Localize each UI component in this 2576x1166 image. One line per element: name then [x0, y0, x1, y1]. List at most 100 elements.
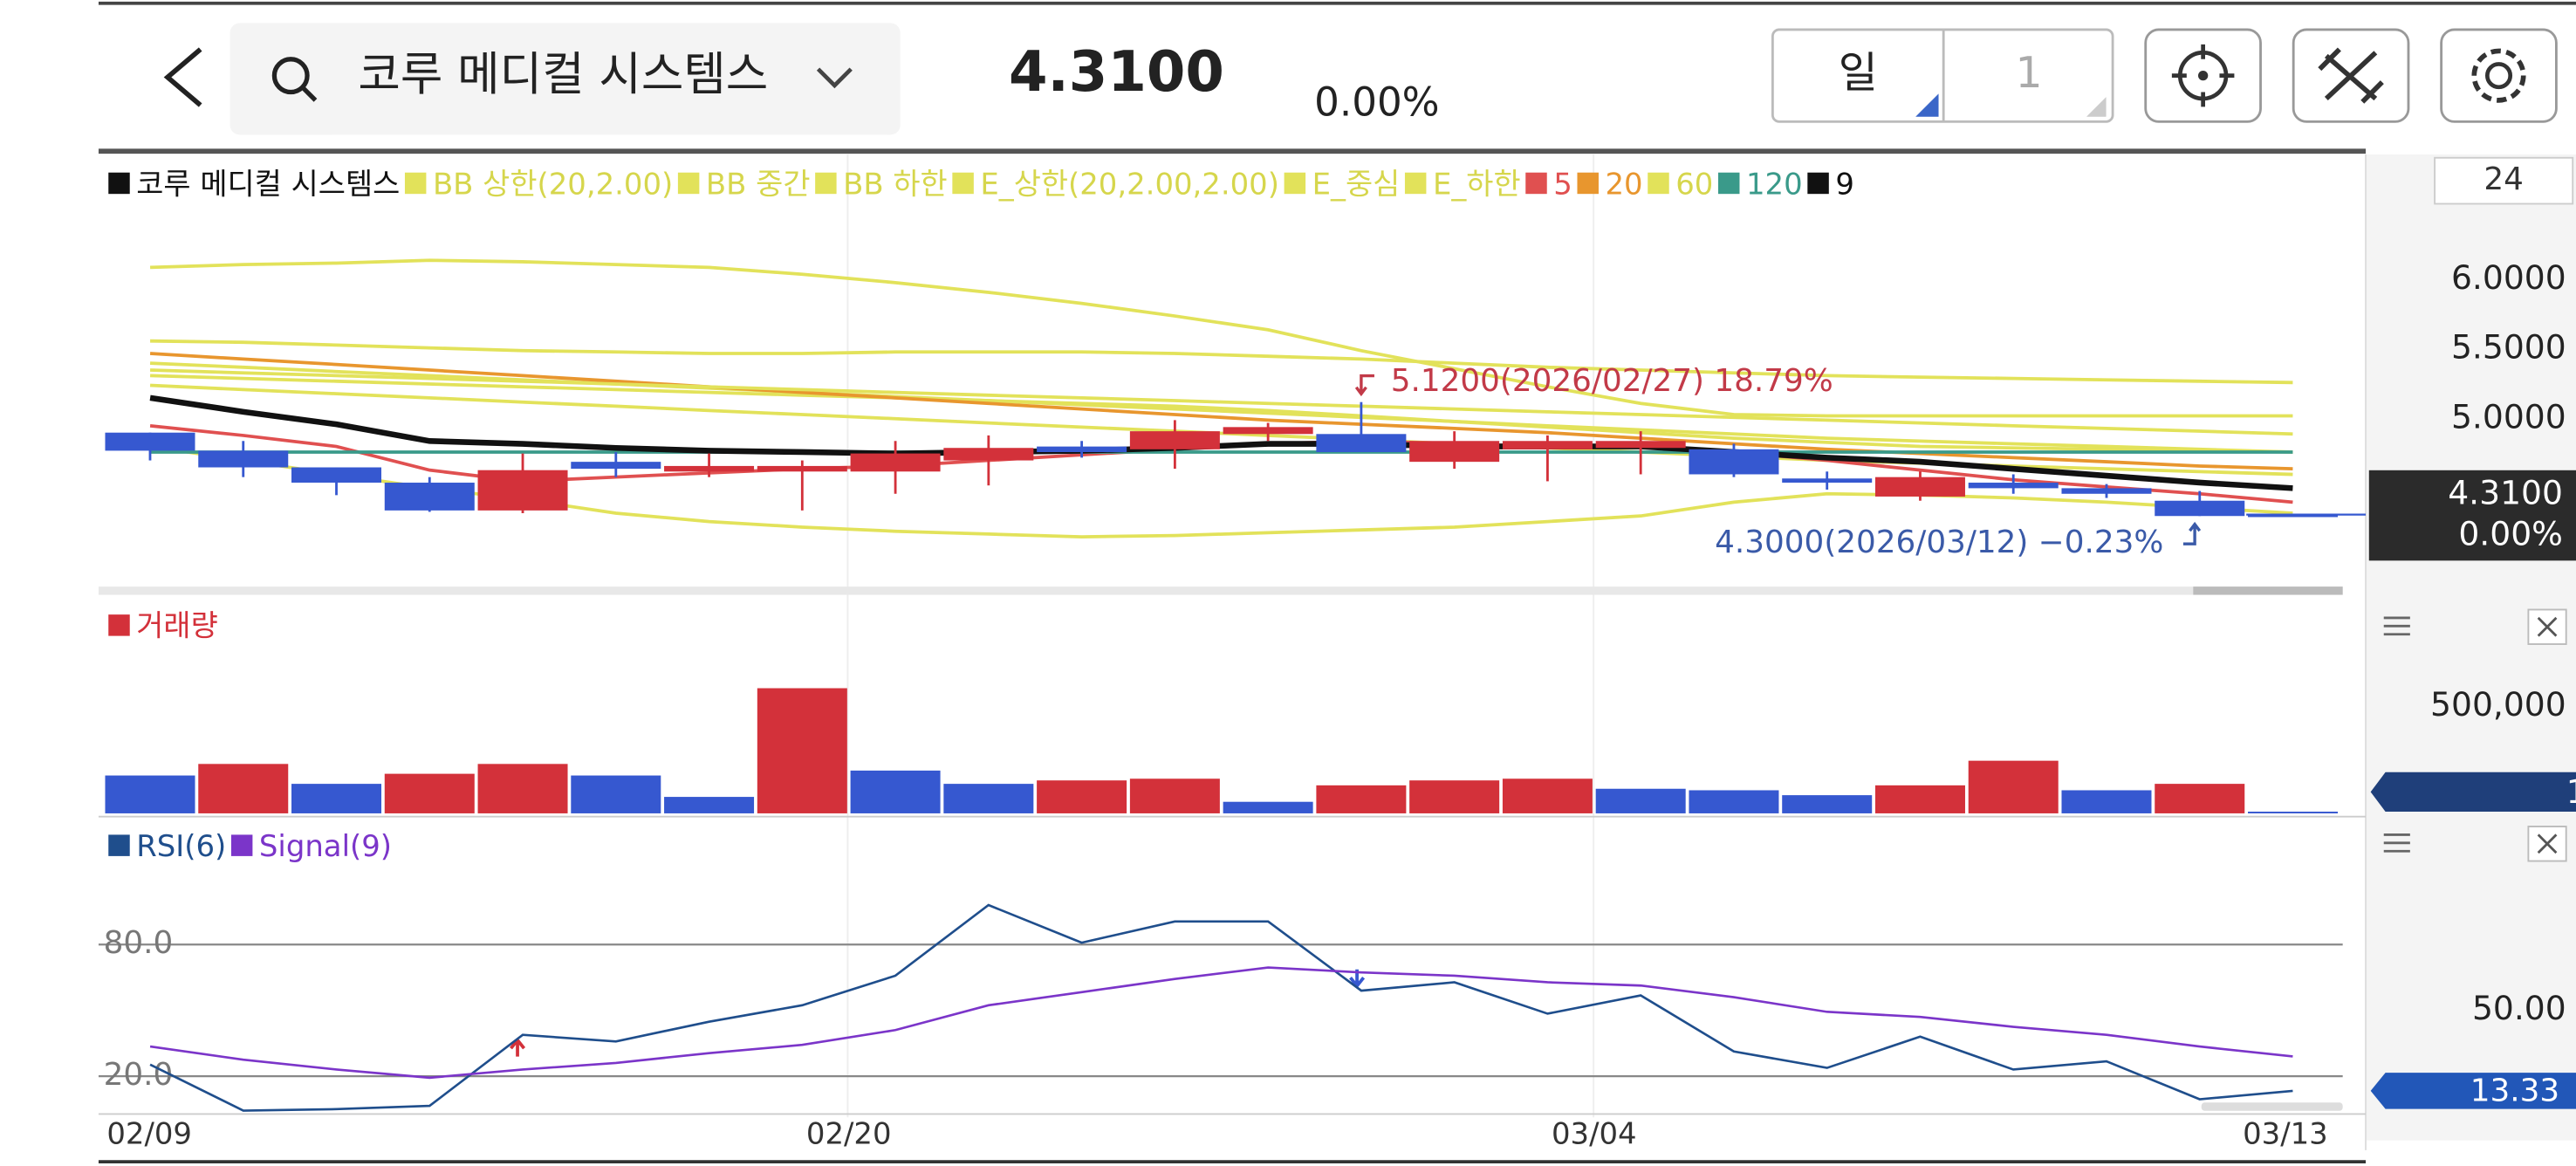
volume-bar	[2248, 811, 2339, 813]
panel-close-icon	[2537, 833, 2558, 854]
indicator-line	[150, 258, 2293, 418]
volume-bar	[1595, 788, 1686, 813]
crosshair-icon	[2197, 70, 2209, 81]
candle-body	[757, 465, 847, 472]
last-rsi-box	[2370, 1073, 2576, 1109]
candle-body	[2061, 488, 2152, 494]
indicator-line	[149, 352, 2293, 471]
last-volume: 1	[2566, 772, 2576, 811]
legend-label: 5	[1553, 167, 1572, 201]
legend-swatch	[1577, 172, 1599, 195]
volume-bar	[198, 764, 289, 813]
x-tick-label: 03/04	[1552, 1116, 1637, 1150]
period-count[interactable]: 1	[2016, 48, 2043, 98]
dropdown-chevron[interactable]	[816, 67, 853, 89]
candle-body	[1409, 441, 1500, 463]
last-price: 4.3100	[2448, 474, 2563, 512]
annotation: 5.1200(2026/02/27) 18.79%	[1391, 363, 1833, 399]
candle-body	[477, 470, 568, 511]
legend-label: 9	[1835, 167, 1854, 201]
legend-swatch	[1648, 172, 1669, 195]
legend-swatch	[108, 834, 130, 856]
legend-label: Signal(9)	[259, 829, 392, 863]
annotation-arrow	[1354, 374, 1374, 397]
legend-swatch	[1807, 172, 1829, 195]
visible-count: 24	[2484, 161, 2524, 197]
legend-label: 거래량	[136, 609, 218, 643]
legend-label: E_하한	[1433, 167, 1521, 201]
y-tick-label: 6.0000	[2451, 258, 2566, 297]
legend-swatch	[108, 172, 130, 195]
legend-label: BB 상한(20,2.00)	[433, 167, 673, 201]
y-tick-label: 5.0000	[2451, 397, 2566, 436]
indicator-line	[150, 374, 2293, 454]
volume-bar	[1782, 795, 1873, 813]
volume-bar	[2061, 790, 2152, 813]
indicator-line	[149, 903, 2293, 1112]
legend-swatch	[404, 172, 427, 195]
search-icon	[300, 85, 318, 102]
candle-body	[850, 453, 941, 472]
candle-body	[664, 465, 755, 472]
legend-label: BB 중간	[706, 167, 811, 201]
last-rsi: 13.33	[2470, 1073, 2559, 1109]
search-box[interactable]	[230, 23, 901, 135]
panel-close-icon	[2537, 616, 2558, 637]
candle-body	[1223, 427, 1313, 435]
settings-icon	[2471, 48, 2526, 103]
settings-button[interactable]	[2440, 28, 2558, 123]
period-unit[interactable]: 일	[1839, 48, 1878, 98]
scrollbar[interactable]	[2201, 1102, 2343, 1111]
scrollbar[interactable]	[2193, 586, 2343, 595]
candle-body	[384, 483, 475, 511]
legend-swatch	[108, 614, 130, 636]
back-button[interactable]	[163, 47, 202, 107]
crosshair-icon	[2171, 44, 2235, 107]
volume-bar	[1037, 780, 1127, 813]
volume-bar	[571, 775, 661, 813]
y2-tick-label: 50.00	[2472, 989, 2566, 1027]
candle-body	[943, 448, 1034, 461]
y-tick-label: 5.5000	[2451, 328, 2566, 367]
legend-swatch	[952, 172, 974, 195]
candle-body	[1782, 478, 1873, 484]
candle-body	[198, 450, 289, 468]
volume-bar	[384, 773, 475, 813]
panel-separator	[98, 586, 2343, 595]
legend-swatch	[230, 834, 253, 856]
last-volume-box	[2370, 772, 2576, 812]
panel-menu[interactable]	[2383, 833, 2410, 853]
candle-body	[1595, 441, 1686, 449]
y-tick-label: 20.0	[104, 1057, 174, 1093]
candle-body	[1689, 449, 1779, 475]
current-price: 4.3100	[1009, 40, 1224, 105]
volume-bar	[1409, 780, 1500, 813]
candle-body	[2155, 500, 2245, 517]
volume-bar	[291, 784, 382, 813]
candle-body	[291, 467, 382, 484]
legend-label: 코루 메디컬 시스템스	[136, 167, 400, 201]
candle-body	[2248, 514, 2339, 518]
search-icon	[271, 57, 310, 95]
candle-body	[1129, 431, 1220, 449]
drawing-icon	[2318, 47, 2384, 104]
volume-bar	[105, 775, 195, 813]
indicator-line	[149, 394, 2293, 491]
legend-label: E_중심	[1312, 167, 1401, 201]
annotation: 4.3000(2026/03/12) −0.23%	[1715, 525, 2163, 560]
legend-swatch	[1284, 172, 1306, 195]
indicator-line	[149, 966, 2293, 1080]
legend-swatch	[677, 172, 700, 195]
y-tick-label: 80.0	[104, 925, 174, 961]
panel-menu[interactable]	[2383, 616, 2410, 636]
candle-body	[1502, 441, 1593, 449]
x-tick-label: 02/20	[806, 1116, 892, 1150]
annotation-arrow	[2182, 521, 2202, 545]
volume-bar	[477, 764, 568, 813]
legend-label: 120	[1746, 167, 1803, 201]
legend-label: 60	[1675, 167, 1713, 201]
legend-label: BB 하한	[843, 167, 948, 201]
last-change: 0.00%	[2458, 515, 2563, 553]
indicator-line	[150, 368, 2293, 436]
